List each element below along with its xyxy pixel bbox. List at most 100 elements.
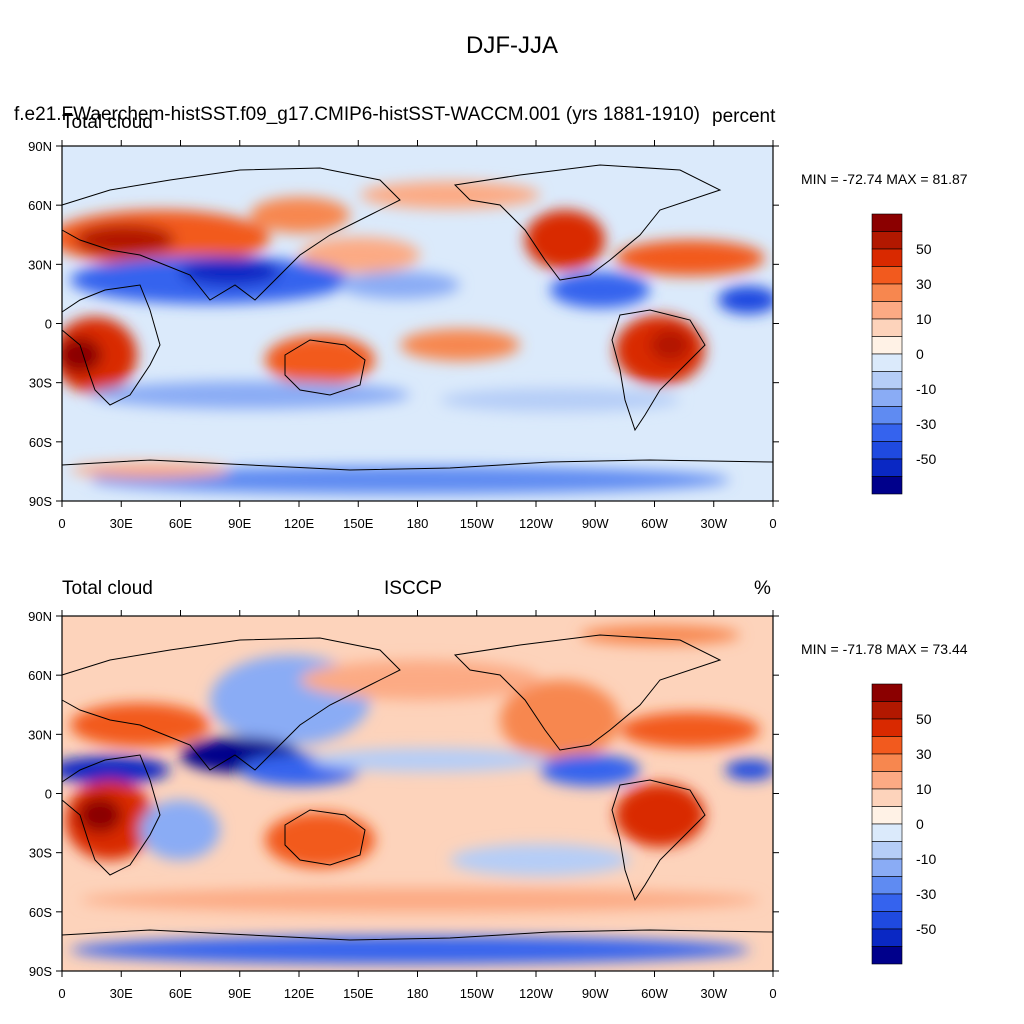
colorbar-swatch — [871, 928, 903, 947]
x-tick-label: 0 — [58, 516, 65, 531]
colorbar-swatch — [871, 283, 903, 302]
x-tick-label: 30W — [700, 516, 727, 531]
y-tick-label: 0 — [45, 787, 52, 802]
y-tick-label: 60N — [28, 668, 52, 683]
panel1-left-title: Total cloud — [62, 112, 153, 133]
x-tick-label: 60E — [169, 986, 192, 1001]
colorbar-swatch — [871, 771, 903, 790]
colorbar-label: 50 — [916, 711, 932, 727]
colorbar-label: -30 — [916, 886, 936, 902]
x-tick-label: 120E — [284, 516, 315, 531]
colorbar-swatch — [871, 248, 903, 267]
colorbar-swatch — [871, 858, 903, 877]
colorbar-swatch — [871, 683, 903, 702]
x-tick-label: 90W — [582, 516, 609, 531]
coastline-segment — [284, 809, 366, 866]
coastline-segment — [453, 634, 722, 751]
coastline-segment — [61, 459, 774, 471]
colorbar-label: -10 — [916, 381, 936, 397]
coastlines — [61, 164, 774, 941]
colorbar-swatch — [871, 458, 903, 477]
x-tick-label: 180 — [407, 986, 429, 1001]
y-tick-label: 30N — [28, 257, 52, 272]
colorbar-swatch — [871, 736, 903, 755]
colorbar-swatch — [871, 788, 903, 807]
colorbar-swatch — [871, 423, 903, 442]
colorbar-swatch — [871, 371, 903, 390]
colorbar-swatch — [871, 353, 903, 372]
colorbar-label: 30 — [916, 746, 932, 762]
x-tick-label: 0 — [769, 986, 776, 1001]
colorbar-swatch — [871, 231, 903, 250]
x-tick-label: 0 — [58, 986, 65, 1001]
colorbar-swatch — [871, 476, 903, 495]
x-tick-label: 120W — [519, 516, 554, 531]
colorbar-swatch — [871, 701, 903, 720]
panel1-right-title: percent — [712, 106, 776, 127]
panel1-colorbar: 50 30 10 0 -10 -30 -50 — [871, 213, 936, 495]
x-tick-label: 180 — [407, 516, 429, 531]
colorbar-label: -50 — [916, 921, 936, 937]
x-tick-label: 150E — [343, 516, 374, 531]
y-tick-label: 60S — [29, 905, 52, 920]
coastline-segment — [61, 284, 161, 406]
y-tick-label: 0 — [45, 317, 52, 332]
colorbar-label: -50 — [916, 451, 936, 467]
colorbar-swatch — [871, 213, 903, 232]
colorbar-label: 0 — [916, 346, 924, 362]
coastline-segment — [61, 637, 401, 771]
x-tick-label: 30E — [110, 986, 133, 1001]
panel2-map — [62, 616, 773, 971]
colorbar-swatch — [871, 911, 903, 930]
x-tick-label: 90W — [582, 986, 609, 1001]
x-tick-label: 90E — [228, 986, 251, 1001]
y-tick-label: 60N — [28, 198, 52, 213]
coastline-segment — [61, 754, 161, 876]
colorbar-swatch — [871, 876, 903, 895]
colorbar-swatch — [871, 441, 903, 460]
y-tick-label: 90N — [28, 609, 52, 624]
x-tick-label: 60W — [641, 516, 668, 531]
colorbar-swatch — [871, 823, 903, 842]
colorbar-swatch — [871, 266, 903, 285]
colorbar-label: 30 — [916, 276, 932, 292]
coastline-segment — [61, 929, 774, 941]
y-tick-label: 30N — [28, 727, 52, 742]
y-tick-label: 30S — [29, 846, 52, 861]
x-tick-label: 120W — [519, 986, 554, 1001]
y-tick-label: 30S — [29, 376, 52, 391]
x-tick-label: 60W — [641, 986, 668, 1001]
x-tick-label: 30W — [700, 986, 727, 1001]
colorbar-swatch — [871, 806, 903, 825]
panel2-minmax: MIN = -71.78 MAX = 73.44 — [801, 641, 968, 657]
colorbar-swatch — [871, 841, 903, 860]
panel2-left-title: Total cloud — [62, 578, 153, 599]
colorbar-swatch — [871, 388, 903, 407]
x-tick-label: 90E — [228, 516, 251, 531]
panel1-axes: 90N 60N 30N 0 30S 60S 90S 0 30E 60E 90E 120E 150E 180… — [28, 139, 779, 531]
colorbar-swatch — [871, 318, 903, 337]
panel2-colorbar: 50 30 10 0 -10 -30 -50 — [871, 683, 936, 965]
coastline-segment — [61, 167, 401, 301]
colorbar-swatch — [871, 406, 903, 425]
colorbar-label: 50 — [916, 241, 932, 257]
colorbar-swatch — [871, 718, 903, 737]
x-tick-label: 0 — [769, 516, 776, 531]
x-tick-label: 150W — [460, 516, 495, 531]
colorbar-swatch — [871, 336, 903, 355]
coastline-segment — [284, 339, 366, 396]
colorbar-swatch — [871, 946, 903, 965]
panel1-minmax: MIN = -72.74 MAX = 81.87 — [801, 171, 968, 187]
coastline-segment — [453, 164, 722, 281]
colorbar-label: 0 — [916, 816, 924, 832]
colorbar-swatch — [871, 893, 903, 912]
colorbar-label: -30 — [916, 416, 936, 432]
x-tick-label: 120E — [284, 986, 315, 1001]
coastline-segment — [611, 779, 706, 902]
colorbar-label: 10 — [916, 781, 932, 797]
panel2-center-title: ISCCP — [384, 578, 443, 599]
colorbar-swatch — [871, 301, 903, 320]
x-tick-label: 60E — [169, 516, 192, 531]
y-tick-label: 60S — [29, 435, 52, 450]
